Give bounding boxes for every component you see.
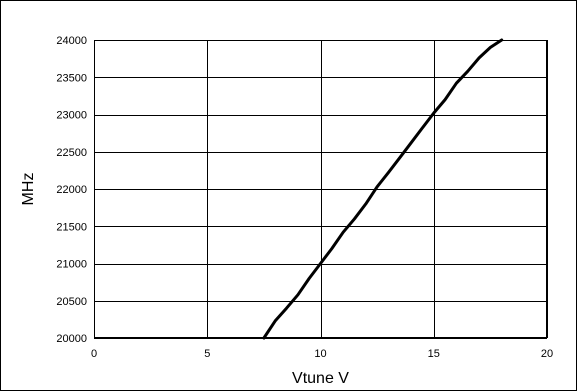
y-axis-title: MHz: [20, 173, 37, 206]
y-tick-label: 20000: [56, 333, 87, 345]
x-tick-label: 0: [91, 348, 97, 360]
y-tick-label: 23000: [56, 110, 87, 122]
x-tick-label: 15: [428, 348, 440, 360]
x-tick-label: 5: [204, 348, 210, 360]
x-axis-title: Vtune V: [292, 370, 349, 387]
series-line: [262, 38, 504, 340]
y-tick-label: 24000: [56, 35, 87, 47]
x-axis-ticks: 0 5 10 15 20: [91, 348, 553, 360]
y-tick-label: 22500: [56, 147, 87, 159]
y-tick-label: 20500: [56, 296, 87, 308]
y-axis-ticks: 20000 20500 21000 21500 22000 22500 23000 23500…: [56, 35, 87, 345]
x-tick-label: 20: [541, 348, 553, 360]
plot-border: [94, 40, 547, 338]
x-tick-label: 10: [314, 348, 326, 360]
y-tick-label: 23500: [56, 72, 87, 84]
y-tick-label: 21000: [56, 259, 87, 271]
y-tick-label: 22000: [56, 184, 87, 196]
y-tick-label: 21500: [56, 221, 87, 233]
